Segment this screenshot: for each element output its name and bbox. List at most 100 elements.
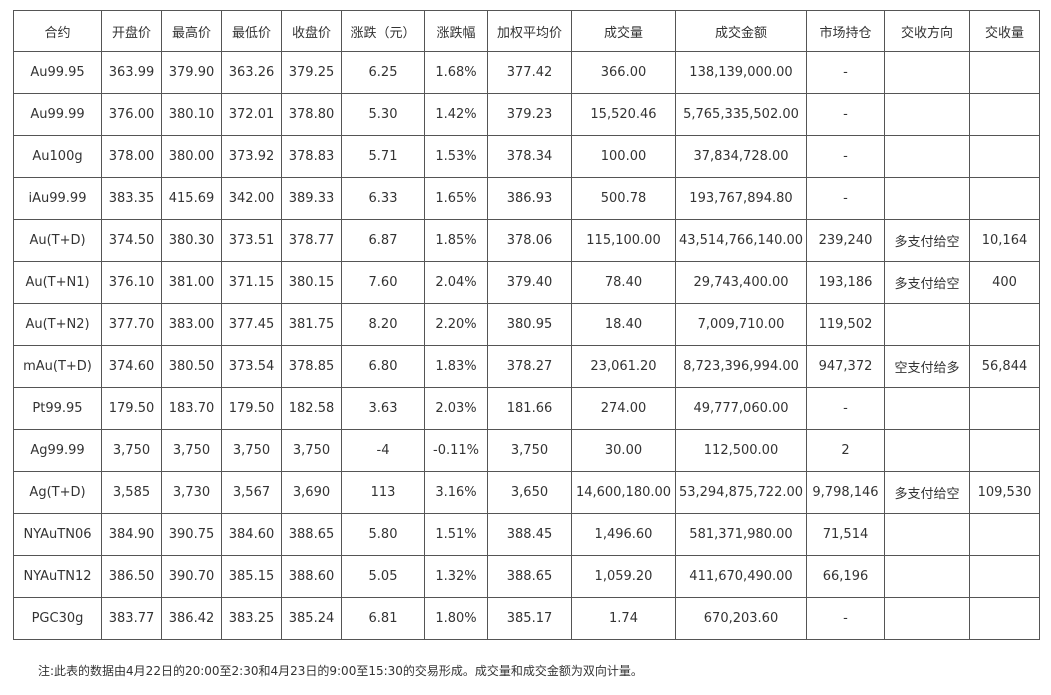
table-cell: 37,834,728.00 xyxy=(675,135,807,178)
table-cell: 193,767,894.80 xyxy=(675,177,807,220)
table-cell: - xyxy=(806,597,885,640)
table-cell: NYAuTN12 xyxy=(13,555,102,598)
table-cell: 363.99 xyxy=(101,51,162,94)
table-cell: 49,777,060.00 xyxy=(675,387,807,430)
table-cell: 379.90 xyxy=(161,51,222,94)
table-cell: NYAuTN06 xyxy=(13,513,102,556)
table-cell: 947,372 xyxy=(806,345,885,388)
table-cell: 8.20 xyxy=(341,303,425,346)
table-cell: 411,670,490.00 xyxy=(675,555,807,598)
table-cell: 5.80 xyxy=(341,513,425,556)
table-cell: 3,690 xyxy=(281,471,342,514)
table-cell: 1.85% xyxy=(424,219,488,262)
table-cell: Au(T+N2) xyxy=(13,303,102,346)
table-cell: 385.24 xyxy=(281,597,342,640)
table-cell: 378.06 xyxy=(487,219,572,262)
table-cell: 380.50 xyxy=(161,345,222,388)
table-cell: Ag(T+D) xyxy=(13,471,102,514)
table-cell: 3,567 xyxy=(221,471,282,514)
note: 注:此表的数据由4月22日的20:00至2:30和4月23日的9:00至15:3… xyxy=(38,664,643,678)
header-cell: 市场持仓 xyxy=(806,10,885,52)
table-cell: 30.00 xyxy=(571,429,676,472)
table-cell: 388.65 xyxy=(281,513,342,556)
table-cell: 274.00 xyxy=(571,387,676,430)
empty-cell xyxy=(884,177,970,220)
table-cell: 383.00 xyxy=(161,303,222,346)
table-cell: 14,600,180.00 xyxy=(571,471,676,514)
empty-cell xyxy=(969,555,1040,598)
table-row: iAu99.99 383.35 415.69 342.00 389.33 6.33 1.65… xyxy=(13,177,1040,220)
table-cell: 581,371,980.00 xyxy=(675,513,807,556)
table-cell: 366.00 xyxy=(571,51,676,94)
table-row: Au(T+D) 374.50 380.30 373.51 378.77 6.87 1.85%… xyxy=(13,219,1040,262)
table-cell: 1.65% xyxy=(424,177,488,220)
table-cell: 56,844 xyxy=(969,345,1040,388)
table-cell: 380.95 xyxy=(487,303,572,346)
table-cell: 6.87 xyxy=(341,219,425,262)
table-cell: 380.00 xyxy=(161,135,222,178)
table-cell: 1.42% xyxy=(424,93,488,136)
table-cell: 373.92 xyxy=(221,135,282,178)
table-cell: 18.40 xyxy=(571,303,676,346)
table-cell: 43,514,766,140.00 xyxy=(675,219,807,262)
table-cell: 6.81 xyxy=(341,597,425,640)
empty-cell xyxy=(884,303,970,346)
table-cell: 1.51% xyxy=(424,513,488,556)
table-cell: 2 xyxy=(806,429,885,472)
empty-cell xyxy=(969,177,1040,220)
table-cell: 381.00 xyxy=(161,261,222,304)
empty-cell xyxy=(969,51,1040,94)
table-cell: 115,100.00 xyxy=(571,219,676,262)
table-cell: 376.10 xyxy=(101,261,162,304)
table-cell: 6.80 xyxy=(341,345,425,388)
table-cell: 3.16% xyxy=(424,471,488,514)
empty-cell xyxy=(969,597,1040,640)
table-row: NYAuTN12 386.50 390.70 385.15 388.60 5.05 1.32… xyxy=(13,555,1040,598)
table-cell: Pt99.95 xyxy=(13,387,102,430)
table-cell: 1.68% xyxy=(424,51,488,94)
table-cell: 71,514 xyxy=(806,513,885,556)
table-cell: 373.51 xyxy=(221,219,282,262)
header-cell: 成交量 xyxy=(571,10,676,52)
table-row: Ag(T+D) 3,585 3,730 3,567 3,690 113 3.16% 3,650… xyxy=(13,471,1040,514)
table-cell: 363.26 xyxy=(221,51,282,94)
table-cell: 3,730 xyxy=(161,471,222,514)
header-cell: 加权平均价 xyxy=(487,10,572,52)
table-cell: 385.15 xyxy=(221,555,282,598)
empty-cell xyxy=(884,597,970,640)
table-cell: Au(T+D) xyxy=(13,219,102,262)
table-cell: 9,798,146 xyxy=(806,471,885,514)
table-cell: 1.32% xyxy=(424,555,488,598)
table-cell: Au(T+N1) xyxy=(13,261,102,304)
header-cell: 成交金额 xyxy=(675,10,807,52)
table-cell: 29,743,400.00 xyxy=(675,261,807,304)
table-cell: 6.33 xyxy=(341,177,425,220)
table-cell: 112,500.00 xyxy=(675,429,807,472)
table-row: PGC30g 383.77 386.42 383.25 385.24 6.81 1.80% 3… xyxy=(13,597,1040,640)
table-cell: Au99.99 xyxy=(13,93,102,136)
table-cell: 10,164 xyxy=(969,219,1040,262)
table-cell: 380.30 xyxy=(161,219,222,262)
table-cell: 179.50 xyxy=(221,387,282,430)
table-cell: - xyxy=(806,51,885,94)
table-cell: 53,294,875,722.00 xyxy=(675,471,807,514)
table-cell: 377.45 xyxy=(221,303,282,346)
table-cell: 3.63 xyxy=(341,387,425,430)
table-cell: 66,196 xyxy=(806,555,885,598)
table-row: Pt99.95 179.50 183.70 179.50 182.58 3.63 2.03%… xyxy=(13,387,1040,430)
table-cell: 5.05 xyxy=(341,555,425,598)
table-cell: 377.70 xyxy=(101,303,162,346)
table-cell: 183.70 xyxy=(161,387,222,430)
table-cell: 2.04% xyxy=(424,261,488,304)
header-cell: 收盘价 xyxy=(281,10,342,52)
table-cell: 371.15 xyxy=(221,261,282,304)
empty-cell xyxy=(969,429,1040,472)
table-cell: 378.85 xyxy=(281,345,342,388)
table-cell: 1.83% xyxy=(424,345,488,388)
table-cell: 多支付给空 xyxy=(884,219,970,262)
table-cell: -0.11% xyxy=(424,429,488,472)
table-cell: 379.40 xyxy=(487,261,572,304)
table-cell: 388.60 xyxy=(281,555,342,598)
empty-cell xyxy=(884,93,970,136)
table-cell: 179.50 xyxy=(101,387,162,430)
